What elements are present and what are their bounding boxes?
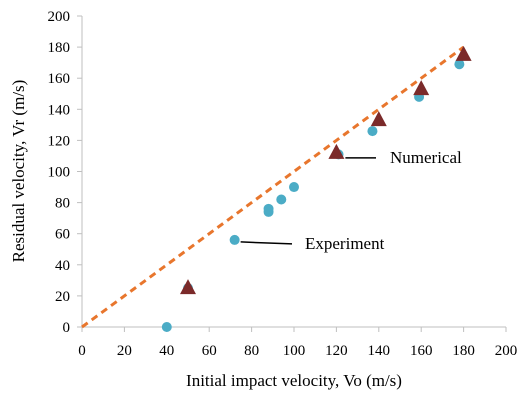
numerical-point <box>328 143 345 159</box>
reference-dashed-line <box>81 45 465 329</box>
x-axis-title: Initial impact velocity, Vo (m/s) <box>186 371 402 390</box>
x-tick-label: 0 <box>78 343 86 359</box>
numerical-label: Numerical <box>390 148 462 167</box>
x-tick-label: 160 <box>410 343 433 359</box>
numerical-point <box>413 80 430 96</box>
x-tick-label: 100 <box>283 343 306 359</box>
y-tick-label: 140 <box>48 102 71 118</box>
y-axis-title: Residual velocity, Vr (m/s) <box>9 80 28 263</box>
numerical-point <box>180 279 196 295</box>
y-tick-label: 80 <box>55 196 70 212</box>
experiment-label: Experiment <box>305 234 385 253</box>
experiment-point <box>263 203 274 214</box>
y-tick-label: 160 <box>48 71 71 87</box>
experiment-point <box>367 126 378 137</box>
experiment-point <box>229 234 240 245</box>
experiment-leader-line <box>240 241 293 245</box>
x-tick-label: 200 <box>495 343 518 359</box>
numerical-point <box>370 111 387 127</box>
x-tick-label: 140 <box>368 343 391 359</box>
y-tick-label: 20 <box>55 289 70 305</box>
annotations: Numerical Experiment <box>240 148 462 253</box>
tick-labels: 0 20 40 60 80 100 120 140 160 180 200 0 20 40 60 80 100 1… <box>48 9 518 359</box>
experiment-point <box>454 59 465 70</box>
x-tick-label: 40 <box>159 343 174 359</box>
numerical-point <box>455 45 472 61</box>
y-tick-label: 40 <box>55 258 70 274</box>
x-tick-label: 120 <box>325 343 348 359</box>
data-marks <box>81 45 472 332</box>
y-tick-label: 180 <box>48 40 71 56</box>
x-tick-label: 20 <box>117 343 132 359</box>
x-tick-label: 60 <box>202 343 217 359</box>
experiment-point <box>161 322 172 332</box>
y-tick-label: 120 <box>48 133 71 149</box>
y-tick-label: 0 <box>63 320 71 336</box>
experiment-point <box>289 182 299 193</box>
y-tick-label: 100 <box>48 165 71 181</box>
x-tick-label: 180 <box>452 343 475 359</box>
experiment-point <box>276 194 287 205</box>
y-tick-label: 60 <box>55 227 70 243</box>
x-tick-label: 80 <box>244 343 259 359</box>
y-tick-label: 200 <box>48 9 71 25</box>
